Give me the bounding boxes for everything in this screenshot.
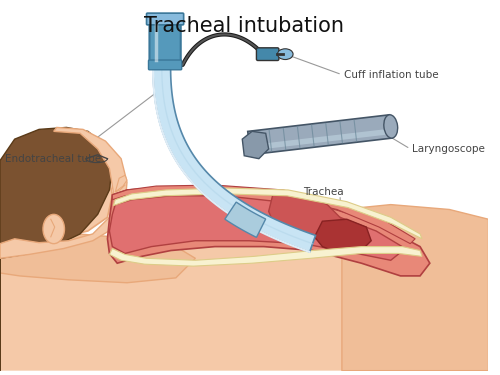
Polygon shape [114, 188, 422, 239]
Polygon shape [0, 133, 112, 370]
Text: Cuff inflation tube: Cuff inflation tube [344, 70, 438, 80]
Polygon shape [314, 219, 371, 254]
Polygon shape [0, 210, 488, 370]
Polygon shape [0, 128, 127, 258]
Polygon shape [242, 131, 268, 159]
FancyBboxPatch shape [150, 20, 180, 68]
Polygon shape [112, 185, 415, 244]
Polygon shape [225, 202, 266, 237]
Polygon shape [153, 28, 316, 252]
Polygon shape [108, 188, 430, 276]
FancyBboxPatch shape [146, 13, 184, 25]
Polygon shape [110, 196, 406, 260]
Text: Trachea: Trachea [303, 187, 344, 197]
Polygon shape [342, 205, 488, 370]
Ellipse shape [43, 214, 64, 244]
Polygon shape [248, 115, 392, 155]
FancyBboxPatch shape [148, 60, 182, 70]
Polygon shape [0, 128, 112, 370]
Ellipse shape [278, 49, 293, 60]
Text: Laryngoscope: Laryngoscope [412, 144, 485, 154]
FancyBboxPatch shape [256, 48, 279, 60]
Polygon shape [268, 192, 342, 239]
Polygon shape [110, 247, 422, 266]
Ellipse shape [384, 115, 398, 138]
Polygon shape [116, 175, 127, 192]
Text: Endotracheal tube: Endotracheal tube [5, 154, 101, 164]
Text: Tracheal intubation: Tracheal intubation [144, 16, 344, 36]
Polygon shape [0, 234, 196, 283]
